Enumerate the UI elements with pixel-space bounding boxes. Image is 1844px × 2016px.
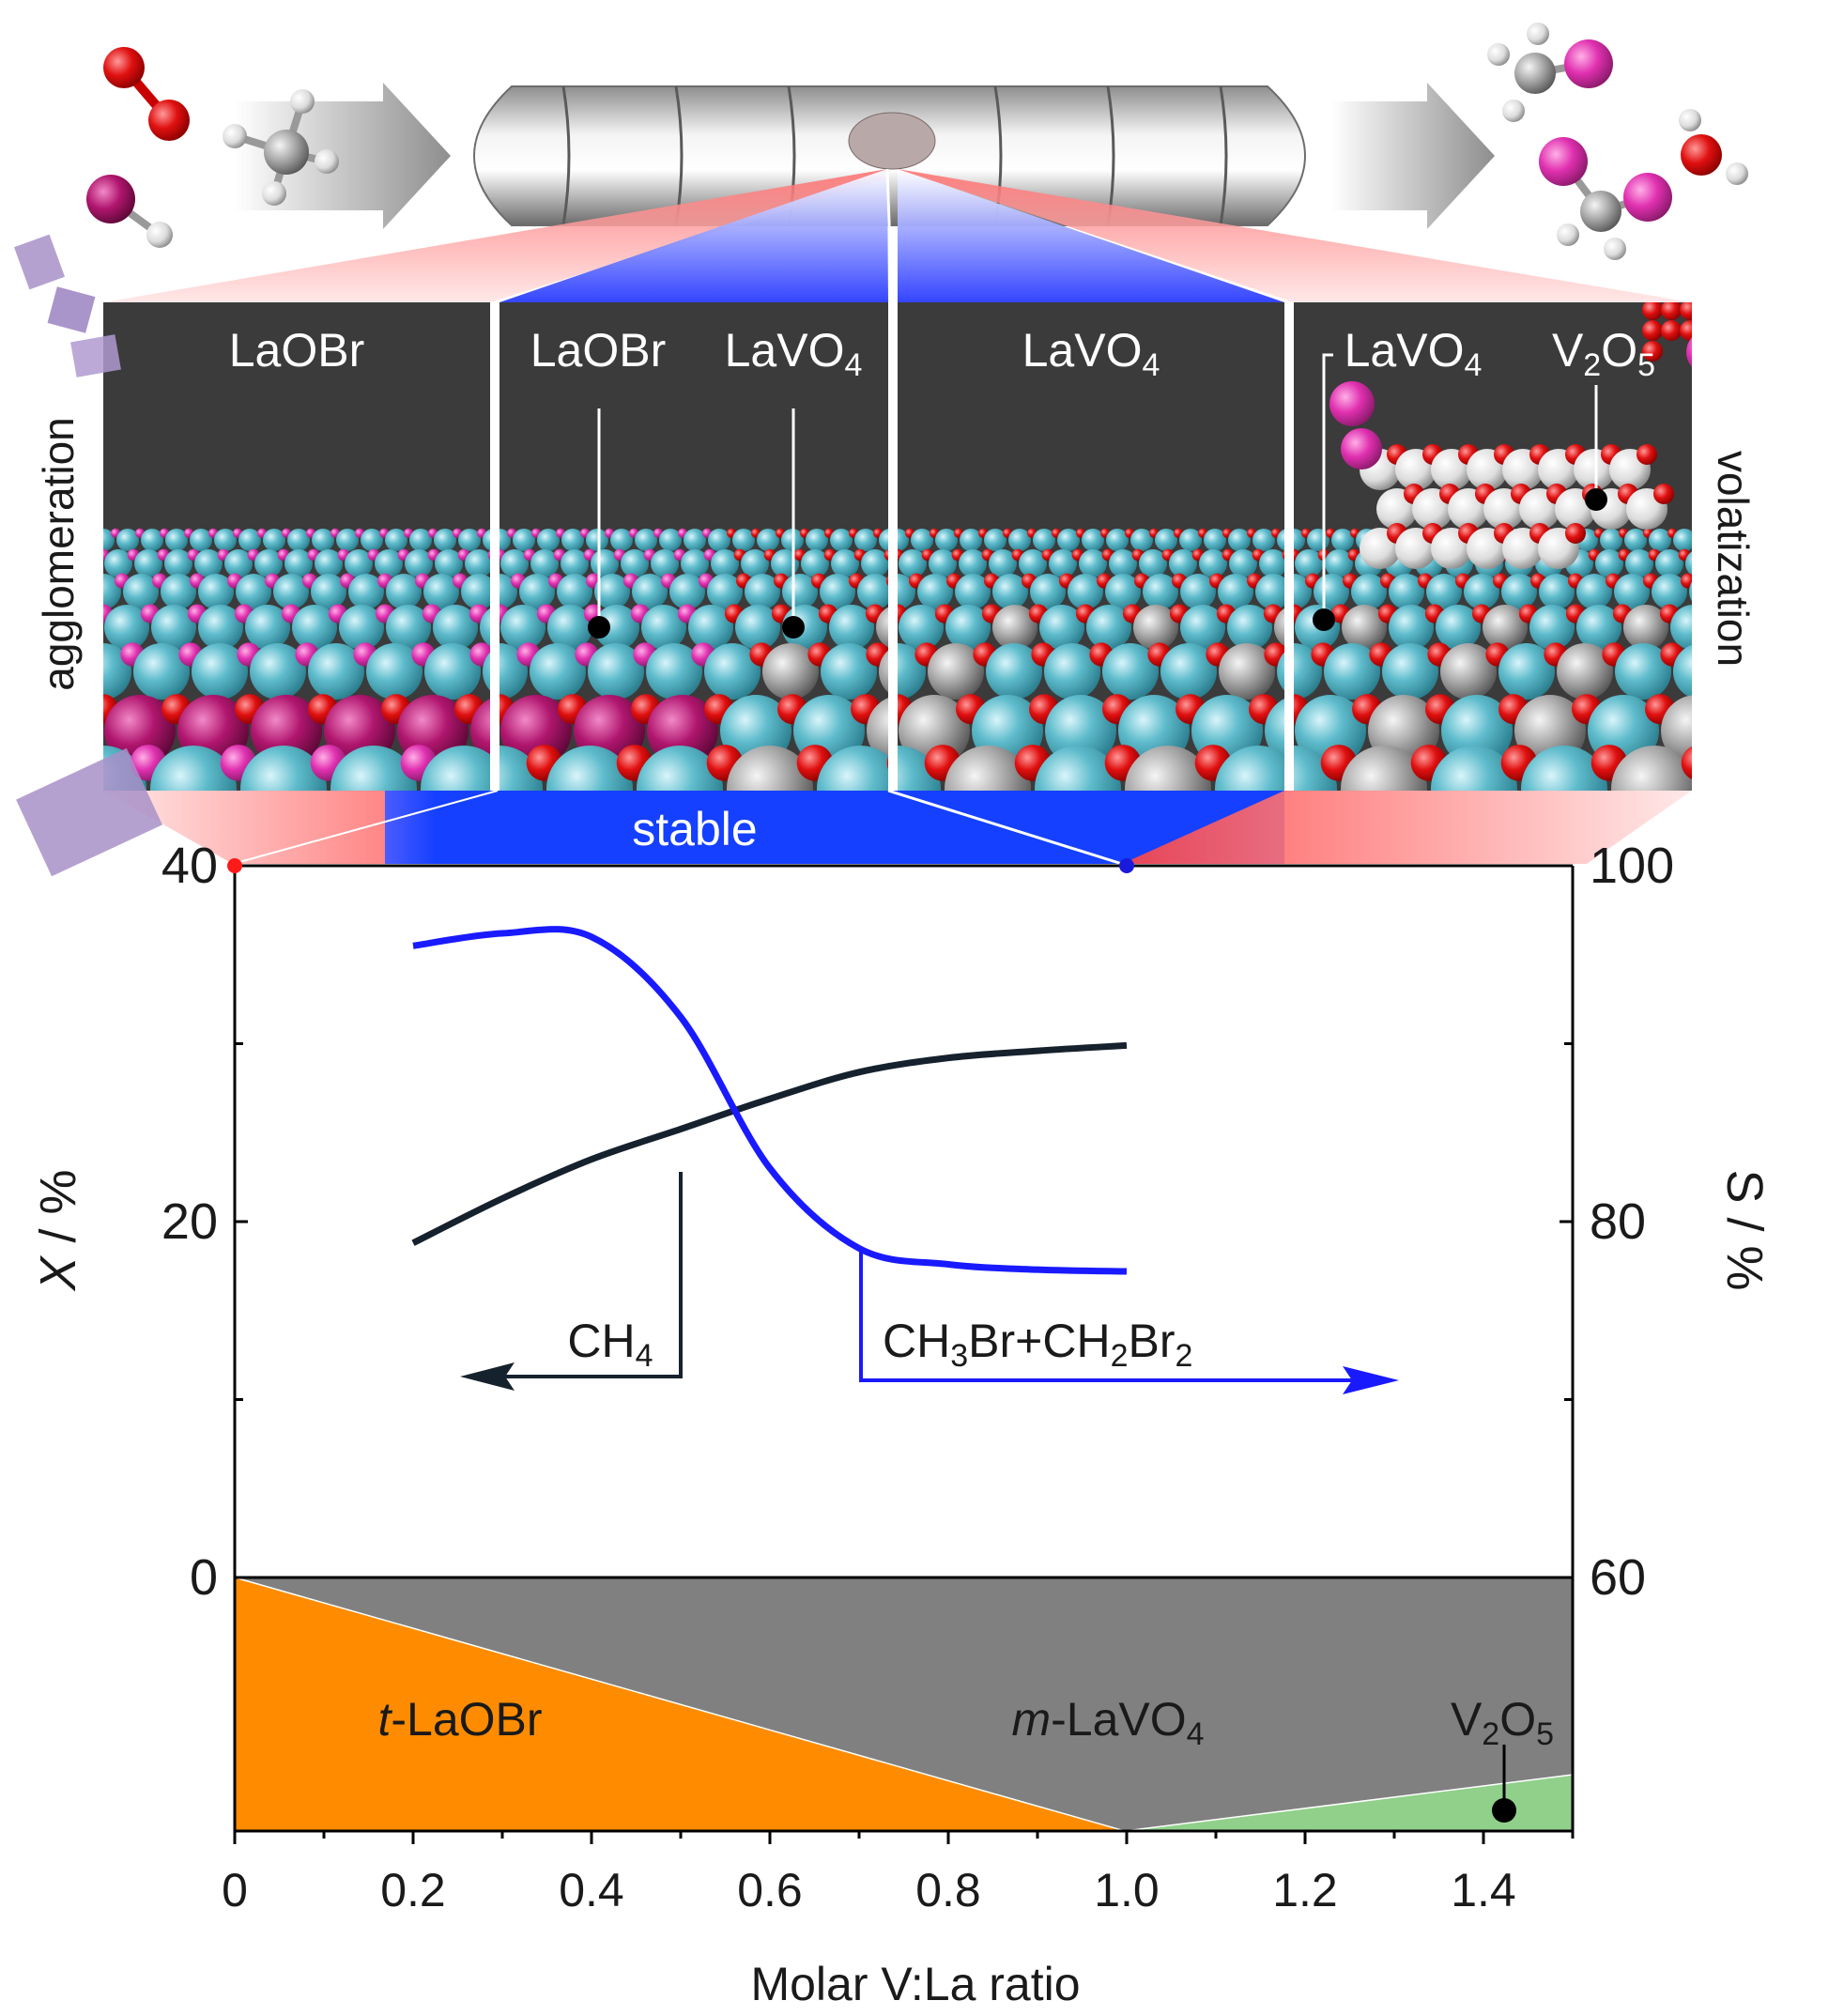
panel-2-label-b: LaVO4 xyxy=(725,324,863,383)
fragment-decor xyxy=(13,234,162,877)
panel-pointer-dots xyxy=(588,488,1607,639)
hbr-molecule xyxy=(86,175,173,248)
x-tick-label: 0.2 xyxy=(380,1864,446,1916)
ch4-annotation: CH4 xyxy=(460,1172,683,1391)
y-right-tick-label: 80 xyxy=(1590,1193,1646,1250)
left-side-label: agglomeration xyxy=(34,417,83,691)
ch2br2-molecule xyxy=(1539,137,1672,260)
plot-area: 0 0.2 0.4 0.6 0.8 1.0 1.2 1.4 0 20 40 60 80 100 xyxy=(161,838,1674,1916)
region-label-m-lavo4: m-LaVO4 xyxy=(1011,1693,1204,1752)
x-tick-label: 0 xyxy=(222,1864,248,1916)
product-annotation: CH3Br+CH2Br2 xyxy=(859,1249,1399,1394)
panel-pointers xyxy=(597,353,1598,627)
h2o-molecule xyxy=(1679,109,1748,185)
x-tick-label: 0.8 xyxy=(915,1864,981,1916)
x-tick-label: 1.0 xyxy=(1094,1864,1160,1916)
o2-molecule xyxy=(103,47,190,141)
fan-connectors xyxy=(103,168,1692,303)
outlet-arrow xyxy=(1331,83,1495,229)
right-side-label: volatization xyxy=(1709,451,1758,667)
svg-text:CH4: CH4 xyxy=(567,1315,653,1374)
panel-2-label-a: LaOBr xyxy=(530,324,667,377)
x-tick-label: 0.4 xyxy=(559,1864,624,1916)
y-right-tick-label: 60 xyxy=(1590,1549,1646,1606)
x-axis-title: Molar V:La ratio xyxy=(750,1958,1080,2010)
catalyst-bed xyxy=(848,112,936,170)
y-left-axis-title: X / % xyxy=(30,1169,86,1292)
reactor-illustration xyxy=(235,83,1495,229)
series-line-bromide-selectivity xyxy=(412,926,1128,1275)
x-tick-label: 1.4 xyxy=(1451,1864,1516,1916)
panel-4 xyxy=(1294,302,1692,791)
axis-ratio-one-dot xyxy=(1119,858,1134,873)
panel-1-label: LaOBr xyxy=(229,324,365,377)
v2o5-marker xyxy=(1492,1798,1516,1823)
y-left-tick-label: 20 xyxy=(161,1193,218,1250)
panel-3-label: LaVO4 xyxy=(1022,324,1160,383)
panel-2 xyxy=(499,302,888,791)
svg-text:CH3Br+CH2Br2: CH3Br+CH2Br2 xyxy=(883,1315,1192,1374)
region-label-t-laobr: t-LaOBr xyxy=(377,1693,542,1746)
molecules xyxy=(86,23,1748,260)
inlet-arrow xyxy=(235,83,451,229)
y-left-tick-label: 40 xyxy=(161,838,218,894)
series-line-ch4-conversion xyxy=(411,1041,1128,1246)
y-right-axis-title: S / % xyxy=(1716,1169,1773,1290)
ch4-molecule xyxy=(223,89,339,206)
y-right-tick-label: 100 xyxy=(1590,838,1674,894)
panel-4-label-a: LaVO4 xyxy=(1345,324,1483,383)
stable-label: stable xyxy=(632,803,757,855)
x-tick-label: 0.6 xyxy=(737,1864,803,1916)
axis-origin-dot xyxy=(227,858,242,873)
y-left-tick-label: 0 xyxy=(190,1549,218,1606)
stability-band xyxy=(103,789,1692,866)
x-tick-label: 1.2 xyxy=(1272,1864,1338,1916)
ch3br-molecule xyxy=(1487,23,1613,122)
panel-3 xyxy=(898,302,1284,791)
